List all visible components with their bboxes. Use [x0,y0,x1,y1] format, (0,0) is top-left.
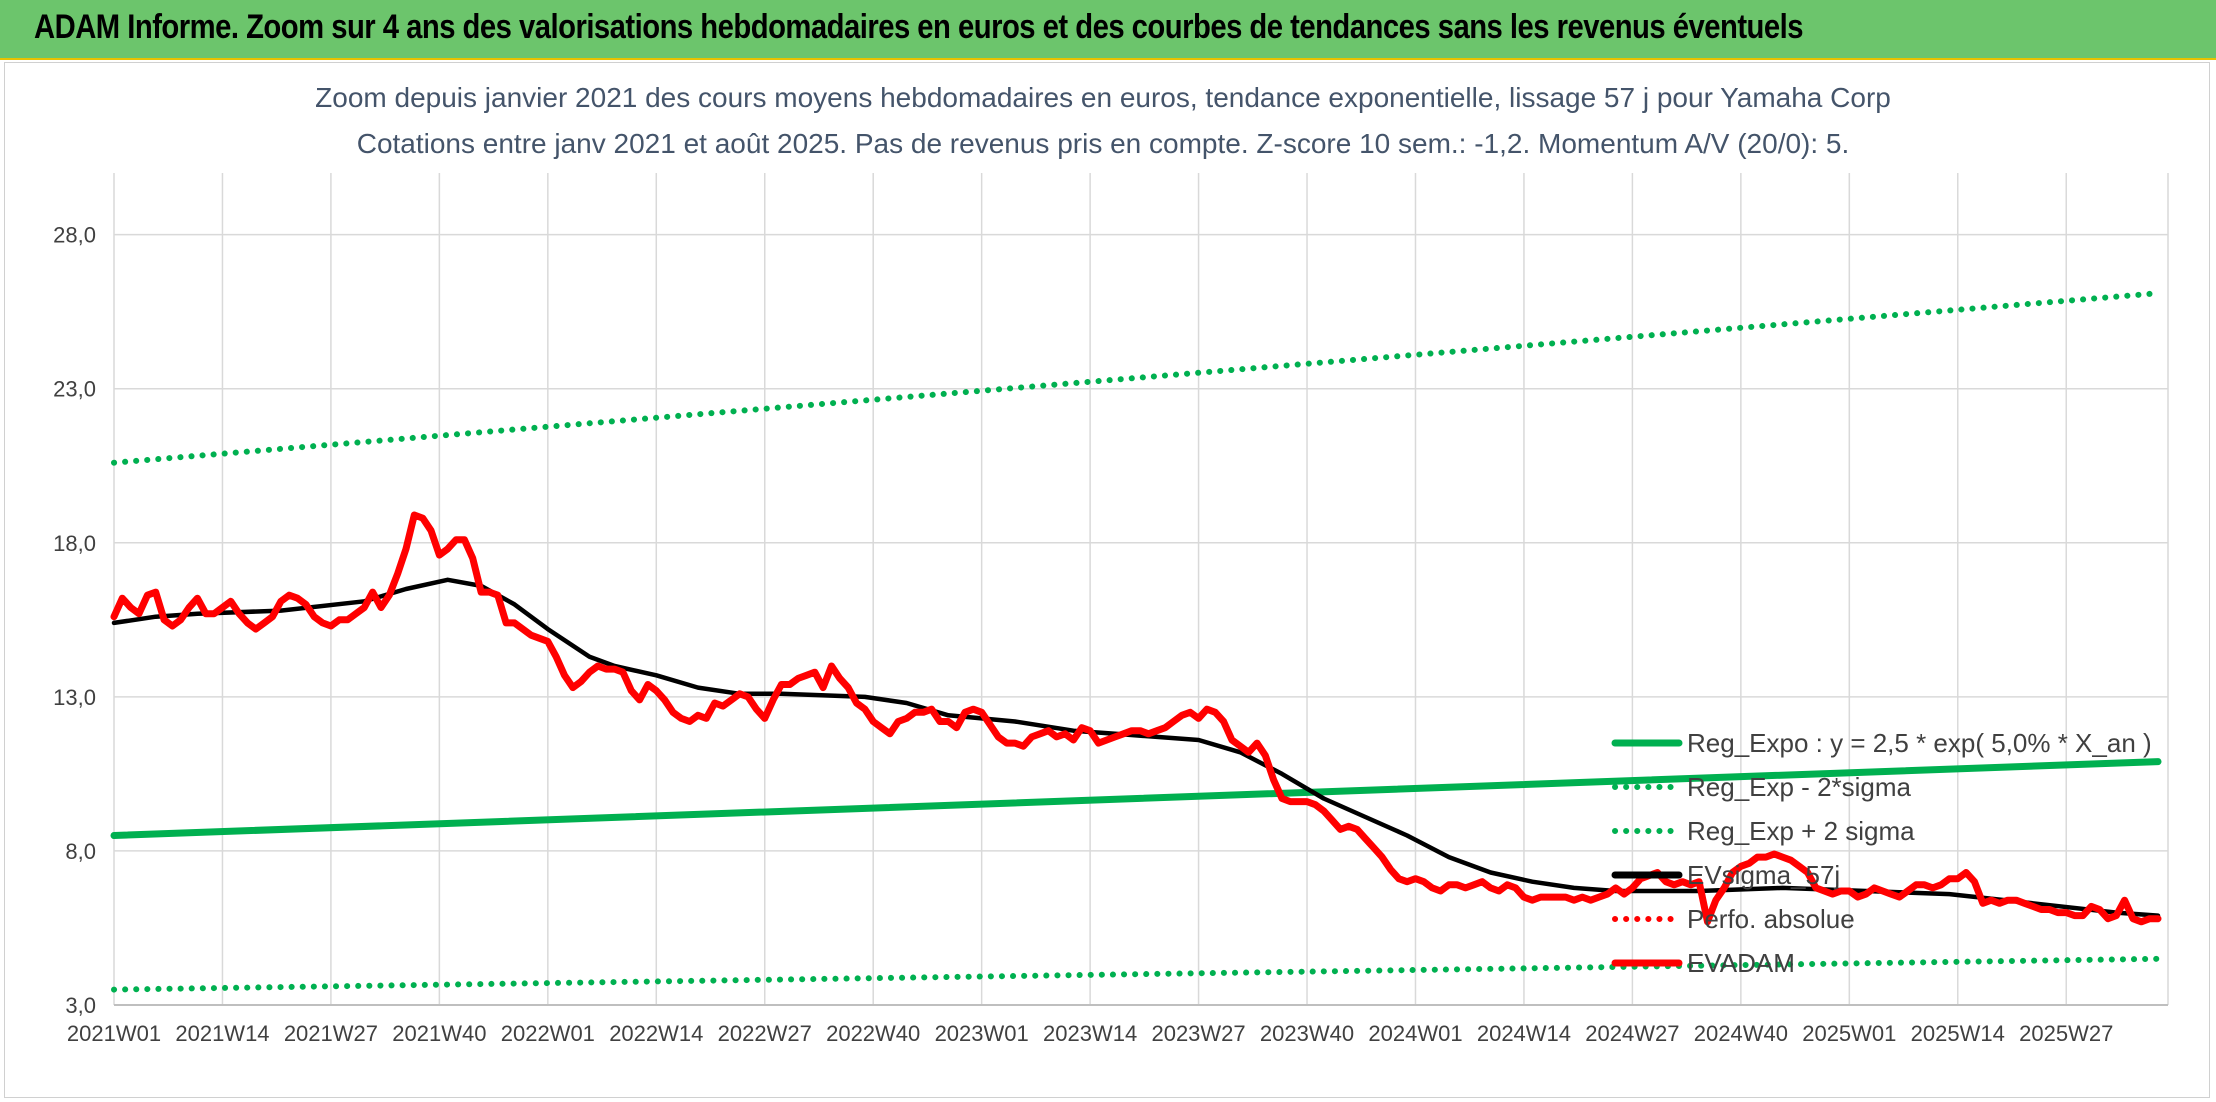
x-tick-label: 2024W40 [1694,1021,1788,1046]
reg-expo-line [110,758,2162,839]
x-tick-label: 2025W27 [2019,1021,2113,1046]
x-tick-label: 2021W40 [392,1021,486,1046]
x-tick-label: 2021W01 [67,1021,161,1046]
x-tick-label: 2023W14 [1043,1021,1137,1046]
chart-title: Zoom depuis janvier 2021 des cours moyen… [315,82,1891,113]
legend-label-reg-exp-minus-2sigma: Reg_Exp - 2*sigma [1687,772,1912,802]
x-tick-label: 2023W01 [935,1021,1029,1046]
chart-subtitle: Cotations entre janv 2021 et août 2025. … [357,128,1850,159]
legend-label-reg-exp-plus-2sigma: Reg_Exp + 2 sigma [1687,816,1915,846]
x-tick-label: 2023W27 [1151,1021,1245,1046]
gridlines [113,173,2169,1006]
report-banner: ADAM Informe. Zoom sur 4 ans des valoris… [0,0,2216,60]
y-tick-label: 3,0 [65,993,96,1018]
x-tick-label: 2025W14 [1911,1021,2005,1046]
reg-exp-minus-2sigma-line [111,955,2161,993]
y-tick-label: 23,0 [53,377,96,402]
x-tick-label: 2021W27 [284,1021,378,1046]
y-tick-label: 18,0 [53,531,96,556]
x-tick-label: 2021W14 [175,1021,269,1046]
y-tick-label: 28,0 [53,223,96,248]
x-tick-label: 2024W14 [1477,1021,1571,1046]
x-tick-label: 2025W01 [1802,1021,1896,1046]
y-tick-label: 13,0 [53,685,96,710]
legend-label-evsigma-57j: EVsigma_57j [1687,860,1840,890]
x-tick-label: 2023W40 [1260,1021,1354,1046]
x-tick-label: 2024W27 [1585,1021,1679,1046]
chart-area: 3,0 8,0 13,0 18,0 23,0 28,0 2021W01 2021W14 2021… [4,62,2210,1098]
x-tick-label: 2022W40 [826,1021,920,1046]
axes: 3,0 8,0 13,0 18,0 23,0 28,0 2021W01 2021W14 2021… [53,223,2168,1046]
series-layer [110,290,2162,993]
x-tick-label: 2022W01 [501,1021,595,1046]
legend: Reg_Expo : y = 2,5 * exp( 5,0% * X_an ) R… [1611,728,2152,978]
legend-label-evadam: EVADAM [1687,948,1795,978]
report-title: ADAM Informe. Zoom sur 4 ans des valoris… [34,8,1804,46]
legend-label-reg-expo: Reg_Expo : y = 2,5 * exp( 5,0% * X_an ) [1687,728,2152,758]
evadam-line [110,511,2162,926]
x-tick-label: 2022W27 [718,1021,812,1046]
y-tick-label: 8,0 [65,839,96,864]
x-tick-label: 2024W01 [1368,1021,1462,1046]
x-tick-label: 2022W14 [609,1021,703,1046]
reg-exp-plus-2sigma-line [111,290,2161,466]
line-chart: 3,0 8,0 13,0 18,0 23,0 28,0 2021W01 2021W14 2021… [53,82,2169,1046]
legend-label-perfo-absolue: Perfo. absolue [1687,904,1855,934]
